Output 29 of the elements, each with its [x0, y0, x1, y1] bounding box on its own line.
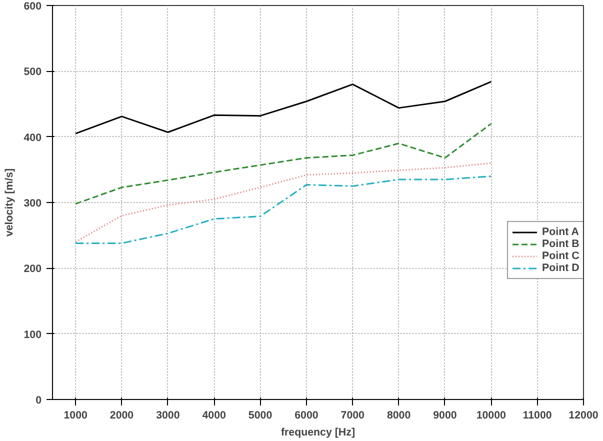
x-tick-label: 6000: [294, 410, 318, 422]
x-tick-label: 3000: [156, 410, 180, 422]
x-tick-label: 4000: [202, 410, 226, 422]
legend-label: Point D: [542, 262, 580, 274]
x-tick-label: 9000: [433, 410, 457, 422]
x-tick-label: 2000: [110, 410, 134, 422]
x-tick-label: 8000: [386, 410, 411, 422]
x-tick-label: 10000: [476, 410, 506, 422]
y-tick-label: 0: [36, 394, 42, 406]
line-series: [74, 175, 492, 244]
y-tick-label: 600: [24, 0, 42, 12]
line-series: [74, 80, 492, 134]
x-tick-label: 1000: [64, 410, 88, 422]
y-tick-label: 500: [24, 66, 42, 78]
legend-label: Point C: [542, 250, 580, 262]
line-series: [74, 162, 492, 243]
x-tick-label: 11000: [522, 410, 552, 422]
x-tick-label: 12000: [568, 410, 598, 422]
legend-label: Point B: [542, 238, 580, 250]
y-tick-label: 400: [24, 132, 42, 144]
y-axis-title: velocity [m/s]: [4, 168, 16, 237]
x-tick-label: 7000: [340, 410, 365, 422]
y-tick-label: 100: [24, 328, 42, 341]
y-tick-label: 300: [24, 198, 42, 210]
legend-label: Point A: [542, 226, 579, 238]
line-series: [74, 122, 492, 205]
x-axis-title: frequency [Hz]: [280, 426, 356, 438]
y-tick-label: 200: [24, 263, 42, 276]
x-tick-label: 5000: [248, 410, 272, 422]
